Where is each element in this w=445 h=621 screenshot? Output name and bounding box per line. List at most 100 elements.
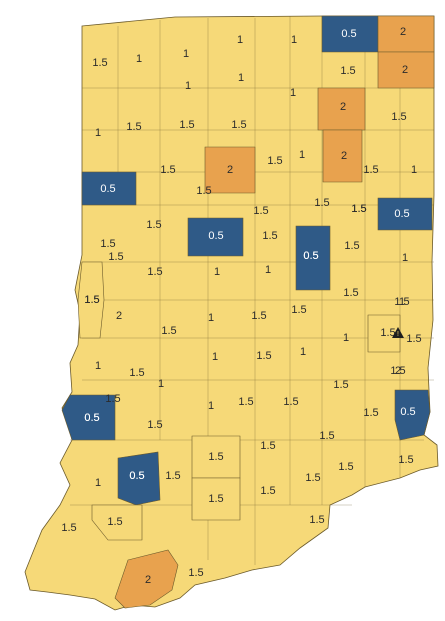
county-value-label: 1.5 bbox=[179, 119, 194, 131]
county-c89 bbox=[191, 477, 241, 521]
county-c81 bbox=[117, 451, 161, 506]
county-c20 bbox=[204, 146, 256, 194]
county-value-label: 1 bbox=[208, 400, 214, 412]
county-value-label: 1.5 bbox=[208, 451, 223, 463]
county-value-label: 1.5 bbox=[338, 461, 353, 473]
county-value-label: 1.5 bbox=[251, 310, 266, 322]
county-value-label: 1.5 bbox=[363, 164, 378, 176]
county-value-label: 1.5 bbox=[351, 203, 366, 215]
county-value-label: 1 bbox=[299, 149, 305, 161]
county-value-label: 1.5 bbox=[147, 266, 162, 278]
county-value-label: 2 bbox=[145, 574, 151, 586]
county-value-label: 0.5 bbox=[129, 470, 144, 482]
county-value-label: 1 bbox=[300, 346, 306, 358]
county-value-label: 1.5 bbox=[394, 296, 409, 308]
county-value-label: 1 bbox=[402, 252, 408, 264]
county-value-label: 2 bbox=[116, 310, 122, 322]
county-c26 bbox=[81, 171, 137, 206]
county-value-label: 1.5 bbox=[283, 396, 298, 408]
county-value-label: 0.5 bbox=[341, 28, 356, 40]
county-value-label: 1.5 bbox=[291, 304, 306, 316]
county-value-label: 0.5 bbox=[400, 406, 415, 418]
county-value-label: 1 bbox=[237, 34, 243, 46]
county-value-label: 1 bbox=[265, 264, 271, 276]
county-value-label: 1.5 bbox=[188, 567, 203, 579]
county-value-label: 0.5 bbox=[303, 250, 318, 262]
county-value-label: 1.5 bbox=[161, 325, 176, 337]
county-value-label: 1 bbox=[95, 477, 101, 489]
county-value-label: 1.5 bbox=[343, 287, 358, 299]
county-value-label: 1.5 bbox=[92, 57, 107, 69]
county-value-label: 1.5 bbox=[333, 379, 348, 391]
warning-triangle-icon bbox=[392, 327, 404, 338]
county-value-label: 1 bbox=[343, 332, 349, 344]
county-c34 bbox=[187, 217, 244, 257]
county-value-label: 1.5 bbox=[105, 393, 120, 405]
county-c23 bbox=[322, 129, 363, 183]
county-value-label: 0.5 bbox=[84, 412, 99, 424]
county-value-label: 1.5 bbox=[165, 470, 180, 482]
county-value-label: 2 bbox=[227, 164, 233, 176]
county-value-label: 1 bbox=[238, 72, 244, 84]
county-value-label: 0.5 bbox=[84, 412, 99, 424]
county-value-label: 1.5 bbox=[319, 430, 334, 442]
county-value-label: 1 bbox=[212, 351, 218, 363]
county-value-label: 1.5 bbox=[260, 485, 275, 497]
county-value-label: 1.5 bbox=[380, 327, 395, 339]
county-value-label: 1.5 bbox=[363, 407, 378, 419]
county-value-label: 1.5 bbox=[238, 396, 253, 408]
county-value-label: 1.5 bbox=[398, 454, 413, 466]
county-value-label: 1 bbox=[208, 312, 214, 324]
county-value-label: 1 bbox=[95, 127, 101, 139]
county-c40 bbox=[295, 225, 331, 291]
county-value-label: 1.5 bbox=[262, 230, 277, 242]
county-value-label: 1.5 bbox=[305, 472, 320, 484]
county-value-label: 1.5 bbox=[391, 111, 406, 123]
county-southern-orange bbox=[114, 549, 179, 609]
county-value-label: 1 bbox=[136, 53, 142, 65]
county-value-label: 1.5 bbox=[84, 294, 99, 306]
county-value-label: 1.5 bbox=[314, 197, 329, 209]
county-value-label: 1.5 bbox=[253, 205, 268, 217]
county-value-label: 1.5 bbox=[231, 119, 246, 131]
county-c69 bbox=[61, 394, 116, 441]
county-value-label: 1.5 bbox=[108, 251, 123, 263]
warning-mark: ! bbox=[397, 331, 399, 338]
county-value-label: 1.5 bbox=[390, 365, 405, 377]
county-value-label: 1 bbox=[185, 80, 191, 92]
county-value-label: 1.5 bbox=[260, 440, 275, 452]
county-value-label: 2 bbox=[402, 64, 408, 76]
county-value-label: 1 bbox=[158, 378, 164, 390]
county-value-label: 1 bbox=[290, 87, 296, 99]
county-value-label: 1 bbox=[95, 360, 101, 372]
county-value-label: 1 bbox=[214, 266, 220, 278]
county-value-label: 1.5 bbox=[100, 238, 115, 250]
county-value-label: 1.5 bbox=[196, 185, 211, 197]
county-value-label: 1 bbox=[183, 48, 189, 60]
county-value-label: 1.5 bbox=[147, 419, 162, 431]
county-value-label: 2 bbox=[395, 365, 401, 377]
county-value-label: 1.5 bbox=[61, 522, 76, 534]
county-value-label: 1.5 bbox=[84, 294, 99, 306]
county-value-label: 2 bbox=[400, 26, 406, 38]
county-value-label: 0.5 bbox=[129, 470, 144, 482]
county-c76 bbox=[394, 389, 431, 441]
county-value-label: 2 bbox=[340, 101, 346, 113]
county-value-label: 0.5 bbox=[100, 183, 115, 195]
county-value-label: 1.5 bbox=[129, 367, 144, 379]
county-value-label: 0.5 bbox=[303, 250, 318, 262]
county-c33 bbox=[377, 197, 433, 231]
county-c47 bbox=[77, 261, 105, 339]
county-c12 bbox=[377, 51, 435, 89]
county-value-label: 1.5 bbox=[146, 219, 161, 231]
county-value-label: 2 bbox=[341, 150, 347, 162]
county-value-label: 0.5 bbox=[208, 230, 223, 242]
county-value-label: 1 bbox=[399, 296, 405, 308]
county-value-label: 0.5 bbox=[394, 208, 409, 220]
county-value-label: 1.5 bbox=[107, 516, 122, 528]
county-c90 bbox=[91, 504, 143, 541]
county-value-label: 1.5 bbox=[351, 203, 366, 215]
county-value-label: 1 bbox=[291, 34, 297, 46]
